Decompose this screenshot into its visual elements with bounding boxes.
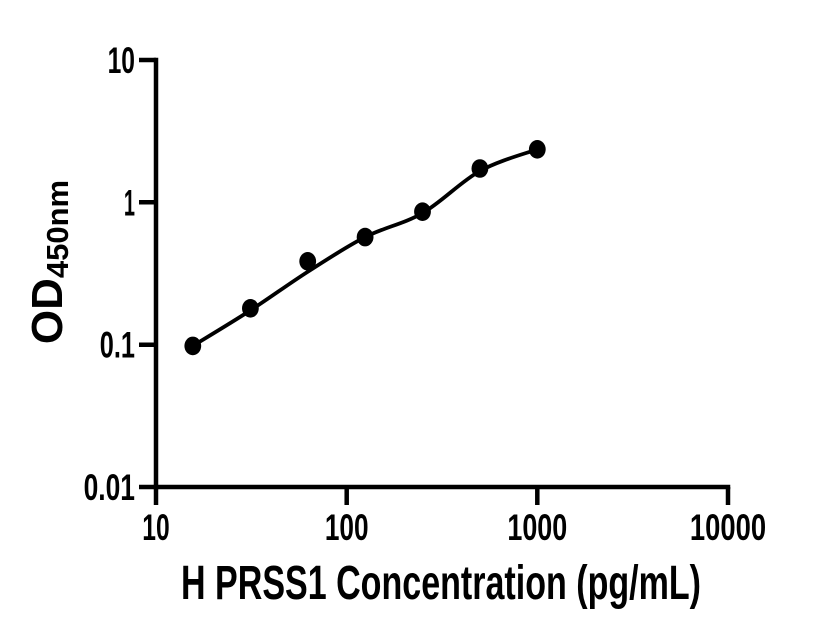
y-axis-title-main: OD (23, 278, 72, 344)
points-group (184, 140, 546, 356)
y-tick-label: 10 (108, 40, 135, 81)
data-point (471, 159, 489, 178)
axis-titles-group: H PRSS1 Concentration (pg/mL) OD450nm (23, 180, 701, 610)
x-tick-label: 10 (142, 507, 169, 548)
data-point (299, 251, 317, 271)
data-point (528, 140, 546, 159)
y-tick-label: 0.1 (100, 325, 135, 366)
data-point (184, 336, 202, 356)
x-tick-label: 1000 (507, 507, 567, 548)
y-tick-label: 0.01 (84, 467, 135, 508)
x-tick-label: 100 (325, 507, 369, 548)
x-tick-label: 10000 (690, 507, 766, 548)
data-point (414, 202, 431, 221)
y-axis-title: OD450nm (23, 180, 75, 344)
data-point (242, 299, 259, 318)
axes-group (153, 57, 731, 490)
y-tick-label: 1 (124, 182, 135, 223)
y-axis-title-subscript: 450nm (40, 180, 75, 278)
x-axis-title: H PRSS1 Concentration (pg/mL) (181, 557, 701, 610)
ticks-group (139, 57, 731, 505)
data-point (356, 227, 374, 247)
